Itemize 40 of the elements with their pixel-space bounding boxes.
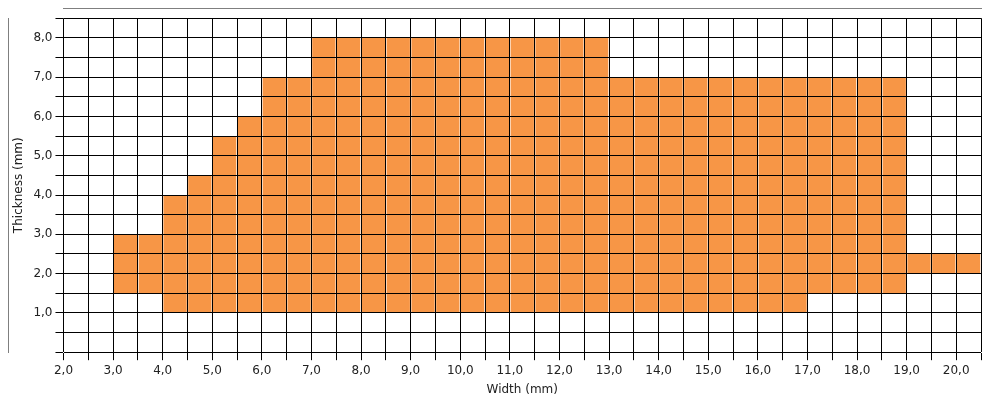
x-tick-label: 10,0 — [446, 362, 474, 377]
x-tick-label: 11,0 — [496, 362, 524, 377]
y-tick-label: 4,0 — [33, 187, 53, 202]
x-tick-label: 14,0 — [645, 362, 672, 377]
y-tick-label: 2,0 — [33, 265, 53, 280]
y-tick-label: 8,0 — [33, 29, 53, 44]
x-tick-label: 9,0 — [401, 362, 421, 377]
bar — [956, 253, 981, 274]
x-tick-label: 8,0 — [351, 362, 371, 377]
y-tick-label: 5,0 — [33, 147, 53, 162]
bar — [733, 77, 758, 313]
y-tick-label: 6,0 — [33, 108, 53, 123]
bar — [113, 234, 138, 294]
x-tick-label: 12,0 — [546, 362, 573, 377]
x-tick-label: 4,0 — [153, 362, 173, 377]
x-tick-label: 2,0 — [53, 362, 74, 377]
x-tick-label: 13,0 — [595, 362, 623, 377]
x-tick-label: 20,0 — [942, 362, 970, 377]
bar — [832, 77, 857, 294]
bar — [857, 77, 882, 294]
bar — [237, 116, 262, 313]
x-axis-title: Width (mm) — [486, 381, 558, 396]
x-tick-label: 16,0 — [744, 362, 772, 377]
bar — [361, 37, 386, 313]
x-tick-label: 17,0 — [794, 362, 821, 377]
bar — [708, 77, 733, 313]
x-tick-label: 5,0 — [202, 362, 222, 377]
x-tick-label: 6,0 — [252, 362, 272, 377]
bar — [485, 37, 510, 313]
y-tick-label: 3,0 — [33, 226, 53, 241]
x-tick-label: 3,0 — [103, 362, 123, 377]
y-tick-label: 7,0 — [33, 69, 53, 84]
bar — [609, 77, 634, 313]
x-tick-label: 18,0 — [843, 362, 871, 377]
bar — [584, 37, 609, 313]
x-tick-label: 7,0 — [301, 362, 322, 377]
y-axis-title: Thickness (mm) — [11, 137, 26, 235]
x-tick-label: 19,0 — [893, 362, 920, 377]
x-tick-label: 15,0 — [694, 362, 722, 377]
y-tick-label: 1,0 — [33, 305, 53, 320]
